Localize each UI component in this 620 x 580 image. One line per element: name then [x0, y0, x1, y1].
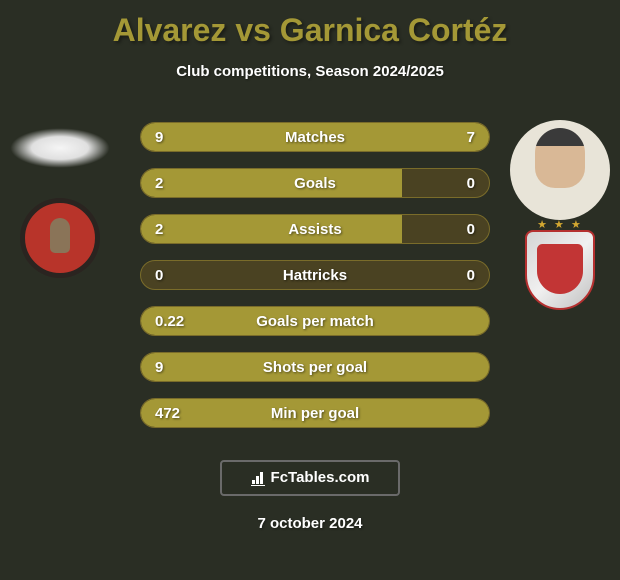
stat-label: Min per goal [141, 399, 489, 428]
chart-icon [251, 470, 267, 486]
crest-shield-icon [525, 230, 595, 310]
stat-bar: 00Hattricks [140, 260, 490, 290]
date-text: 7 october 2024 [0, 515, 620, 532]
stat-bar: 0.22Goals per match [140, 306, 490, 336]
stat-bar: 97Matches [140, 122, 490, 152]
crest-team-left [20, 198, 100, 278]
stat-label: Assists [141, 215, 489, 244]
stat-label: Goals per match [141, 307, 489, 336]
stat-bar: 20Assists [140, 214, 490, 244]
stat-bar: 472Min per goal [140, 398, 490, 428]
stat-label: Goals [141, 169, 489, 198]
page-title: Alvarez vs Garnica Cortéz [0, 0, 620, 49]
branding-badge: FcTables.com [220, 460, 400, 496]
branding-text: FcTables.com [271, 469, 370, 486]
stat-bar: 20Goals [140, 168, 490, 198]
avatar-player-right [510, 120, 610, 220]
stat-label: Matches [141, 123, 489, 152]
player-right-column: ★ ★ ★ [510, 120, 610, 320]
stat-bars-area: 97Matches 20Goals 20Assists 00Hattricks 0.22… [140, 122, 490, 444]
avatar-player-left [10, 128, 110, 168]
stat-label: Shots per goal [141, 353, 489, 382]
subtitle: Club competitions, Season 2024/2025 [0, 63, 620, 80]
player-left-column [10, 120, 110, 278]
stat-bar: 9Shots per goal [140, 352, 490, 382]
stat-label: Hattricks [141, 261, 489, 290]
crest-team-right: ★ ★ ★ [520, 230, 600, 320]
